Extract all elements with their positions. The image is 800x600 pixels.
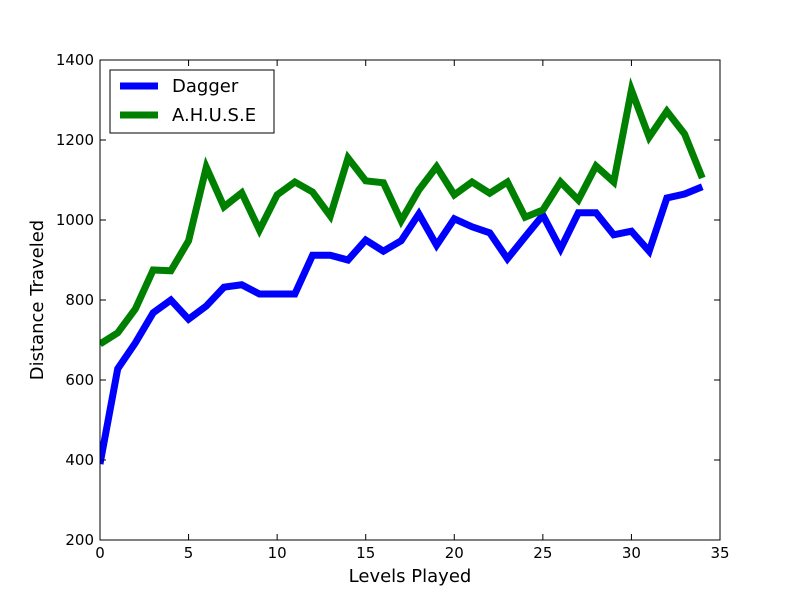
legend-label-1: Dagger (172, 76, 239, 97)
y-tick-label: 1400 (56, 51, 94, 69)
y-tick-label: 400 (65, 451, 94, 469)
y-tick-label: 200 (65, 531, 94, 549)
y-tick-label: 600 (65, 371, 94, 389)
legend-label-2: A.H.U.S.E (172, 105, 256, 126)
x-tick-label: 25 (533, 544, 552, 562)
x-tick-label: 15 (356, 544, 375, 562)
ticks-layer: 0 5 10 15 20 25 30 35 200 400 600 800 1000 1200 1400 (56, 51, 730, 562)
x-tick-label: 20 (445, 544, 464, 562)
x-tick-label: 35 (710, 544, 729, 562)
series-line-1 (100, 183, 704, 465)
series-line-2 (100, 77, 706, 347)
legend-box (109, 69, 275, 134)
x-tick-label: 30 (622, 544, 641, 562)
y-tick-label: 800 (65, 291, 94, 309)
y-tick-label: 1200 (56, 131, 94, 149)
legend: Dagger A.H.U.S.E (109, 69, 275, 134)
y-tick-label: 1000 (56, 211, 94, 229)
x-tick-label: 0 (95, 544, 105, 562)
x-tick-label: 5 (184, 544, 194, 562)
series-layer (100, 77, 706, 465)
x-axis-title: Levels Played (349, 566, 472, 587)
x-tick-label: 10 (268, 544, 287, 562)
y-axis-title: Distance Traveled (27, 220, 48, 380)
